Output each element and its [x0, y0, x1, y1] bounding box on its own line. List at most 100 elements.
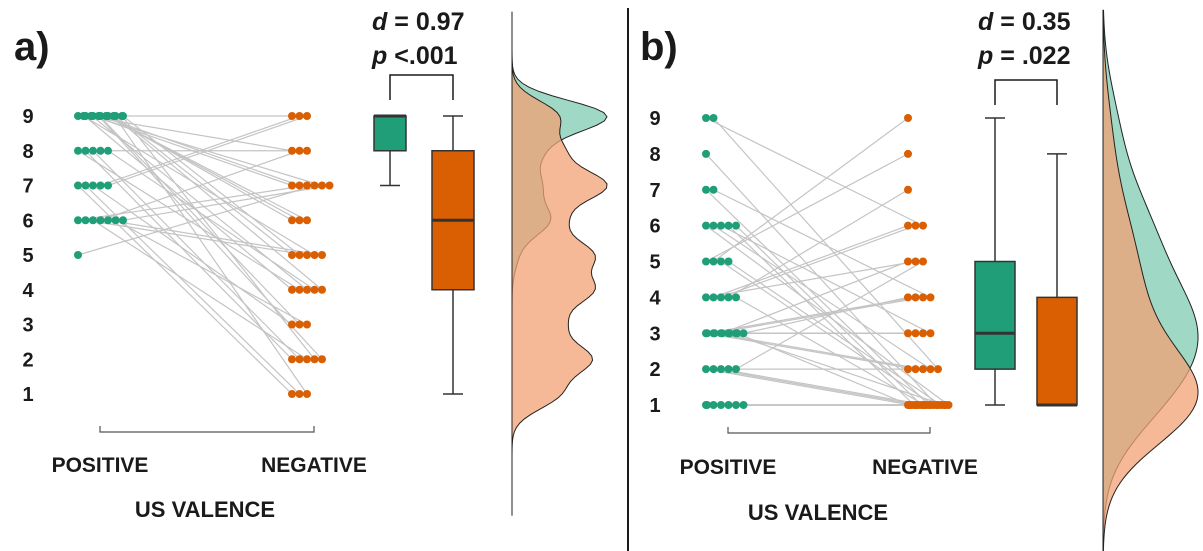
pair-line	[705, 260, 916, 298]
pair-line	[77, 184, 315, 256]
panel-a-positive-point	[89, 181, 97, 190]
panel-b-positive-point	[717, 293, 725, 302]
panel-a-negative-point	[303, 251, 311, 259]
panel-a-negative-point	[303, 320, 311, 329]
panel-b-y-tick-label: 7	[649, 180, 660, 202]
panel-b-positive-point	[724, 365, 733, 374]
panel-b-positive-point	[702, 257, 710, 266]
panel-a-negative-point	[295, 181, 304, 190]
panel-b-positive-point	[717, 365, 725, 374]
panel-a-negative-point	[303, 216, 311, 225]
panel-a-negative-point	[303, 390, 311, 398]
panel-a-negative-point	[318, 181, 326, 190]
panel-a-negative-point	[288, 320, 296, 329]
panel-b-positive-point	[703, 401, 711, 409]
panel-b-negative-point	[904, 365, 912, 374]
panel-b-positive-point	[724, 293, 733, 302]
panel-a-positive-point	[74, 146, 82, 155]
panel-b-pair-lines	[705, 117, 949, 406]
panel-b-positive-point	[702, 293, 710, 302]
panel-a-pair-lines	[77, 115, 330, 395]
pair-line	[83, 115, 315, 256]
panel-a-positive-point	[94, 112, 103, 120]
panel-a-negative-point	[318, 355, 326, 364]
panel-b-positive-point	[725, 329, 734, 338]
panel-a-positive-point	[96, 181, 105, 190]
pair-line	[728, 225, 915, 406]
panel-a-positive-point	[96, 146, 105, 155]
panel-b-negative-boxplot	[1036, 153, 1078, 407]
panel-b-significance-bracket	[994, 79, 1058, 105]
panel-a-negative-point	[295, 285, 304, 294]
panel-b-negative-point	[911, 329, 920, 338]
panel-b-negative-point	[932, 401, 941, 409]
pair-line	[728, 189, 909, 298]
panel-b-negative-point	[919, 257, 927, 266]
panel-a-y-tick-label: 2	[22, 349, 33, 371]
pair-line	[85, 185, 300, 395]
pair-line	[92, 150, 300, 360]
panel-b-positive-point	[718, 329, 726, 338]
panel-a-positive-point	[96, 216, 105, 225]
panel-a-negative-point	[295, 390, 304, 398]
panel-a-negative-point	[295, 320, 304, 329]
panel-b-negative-point	[913, 401, 921, 409]
panel-a-negative-point	[303, 146, 311, 155]
panel-a-positive-boxplot	[373, 114, 407, 187]
panel-b-negative-point	[911, 293, 920, 302]
pair-line	[714, 296, 924, 334]
panel-a-y-tick-label: 1	[22, 384, 33, 406]
pair-line	[705, 153, 937, 406]
panel-a-y-tick-label: 5	[22, 245, 33, 267]
panel-b-negative-point	[919, 293, 927, 302]
pair-line	[122, 184, 330, 221]
panel-a-effect-size: d = 0.97	[372, 8, 464, 36]
panel-b-category-negative: NEGATIVE	[872, 456, 978, 479]
panel-b-p-value: p = .022	[977, 42, 1070, 70]
panel-b-positive-point	[702, 365, 710, 374]
panel-a-negative-point	[310, 181, 319, 190]
panel-b-effect-size: d = 0.35	[978, 8, 1071, 36]
panel-b-positive-point	[717, 221, 725, 230]
panel-a-positive-point	[74, 251, 82, 259]
pair-line	[85, 150, 293, 360]
pair-line	[98, 115, 323, 360]
panel-a-p-value: p <.001	[371, 42, 458, 70]
panel-a-negative-point	[288, 181, 296, 190]
pair-line	[713, 225, 931, 370]
panel-b-negative-point	[919, 221, 927, 230]
panel-b-positive-point	[732, 365, 740, 374]
panel-a-negative-boxplot	[431, 115, 475, 395]
panel-b-positive-point	[703, 329, 711, 338]
panel-a-negative-point	[318, 251, 326, 259]
panel-a-positive-point	[104, 216, 112, 225]
panel-a-label: a)	[14, 25, 50, 69]
panel-b-positive-point	[702, 114, 710, 122]
panel-b-positive-point	[709, 257, 718, 266]
panel-a-negative-point	[310, 355, 319, 364]
panel-a-y-tick-label: 9	[22, 106, 33, 128]
pair-line	[122, 115, 300, 256]
panel-b-y-tick-label: 9	[649, 108, 660, 130]
pair-line	[705, 117, 924, 227]
panel-b-y-tick-label: 1	[649, 395, 660, 417]
panel-b-positive-point	[732, 293, 740, 302]
panel-b-positive-point	[709, 221, 718, 230]
pair-line	[713, 225, 909, 298]
box	[974, 260, 1016, 370]
panel-a-category-negative: NEGATIVE	[261, 454, 367, 477]
pair-line	[107, 219, 323, 256]
panel-a-negative-density	[511, 11, 608, 516]
panel-a-negative-point	[288, 251, 296, 259]
panel-b-positive-point	[724, 401, 733, 409]
panel-b-y-tick-label: 8	[649, 144, 660, 166]
pair-line	[720, 368, 927, 406]
panel-a-positive-point	[79, 112, 88, 120]
panel-a-positive-point	[81, 216, 90, 225]
panel-b-negative-point	[920, 401, 929, 409]
pair-line	[92, 219, 308, 360]
panel-a-positive-point	[89, 216, 97, 225]
panel-a-negative-point	[288, 112, 296, 120]
panel-a-positive-point	[111, 216, 120, 225]
